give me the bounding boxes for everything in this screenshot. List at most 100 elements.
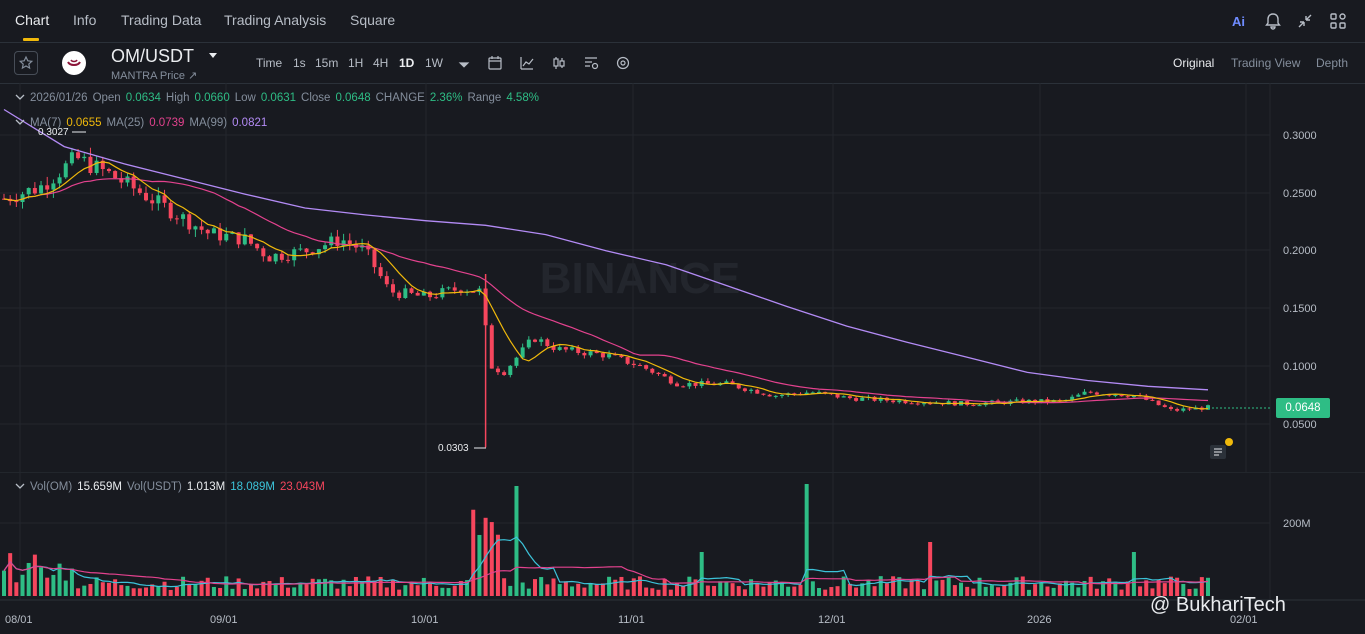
candle-body	[14, 201, 19, 203]
timeframe-15m[interactable]: 15m	[315, 56, 339, 70]
bell-icon[interactable]	[1264, 12, 1282, 30]
volume-bar	[125, 585, 130, 596]
candle-body	[705, 381, 710, 384]
collapse-chevron-icon[interactable]	[15, 118, 25, 126]
candle-body	[841, 396, 846, 398]
volume-bar	[224, 576, 229, 596]
collapse-icon[interactable]	[1296, 12, 1314, 30]
volume-bar	[261, 581, 266, 596]
volume-bar	[1002, 585, 1007, 596]
high-label: 0.3027	[38, 127, 69, 138]
candle-body	[668, 376, 673, 384]
timeframe-1s[interactable]: 1s	[293, 56, 306, 70]
candle-body	[749, 389, 754, 391]
favorite-button[interactable]	[14, 51, 38, 75]
ai-icon[interactable]: Ai	[1232, 14, 1245, 29]
candle-body	[607, 354, 612, 358]
price-tick: 0.3000	[1283, 130, 1317, 142]
candle-body	[224, 233, 229, 241]
collapse-chevron-icon[interactable]	[15, 482, 25, 490]
volume-bar	[810, 581, 815, 596]
collapse-chevron-icon[interactable]	[15, 93, 25, 101]
volume-bar	[2, 570, 6, 596]
timeframe-4h[interactable]: 4H	[373, 56, 389, 70]
indicators-icon[interactable]	[583, 55, 599, 71]
candle-body	[403, 288, 408, 299]
volume-bar	[662, 578, 667, 596]
volume-bar	[755, 583, 760, 596]
volume-bar	[613, 579, 618, 596]
settings-icon[interactable]	[615, 55, 631, 71]
candle-body	[681, 386, 686, 388]
volume-bar	[14, 582, 19, 596]
candle-body	[1156, 400, 1161, 406]
volume-bar	[897, 577, 902, 596]
price-chart[interactable]: BINANCE 0.3000 0.2500 0.2000 0.1500 0.10…	[0, 83, 1365, 472]
tab-trading-analysis[interactable]: Trading Analysis	[224, 12, 327, 28]
candle-body	[570, 347, 575, 350]
candle-body	[76, 152, 81, 159]
candle-body	[631, 363, 636, 366]
volume-bar	[88, 583, 93, 596]
tab-trading-data[interactable]: Trading Data	[121, 12, 202, 28]
volume-bar	[174, 586, 179, 596]
timeframe-1d[interactable]: 1D	[399, 56, 415, 70]
low-value: 0.0631	[260, 92, 297, 104]
candle-body	[32, 188, 37, 194]
timeframe-dropdown-icon[interactable]	[456, 57, 472, 73]
candle-body	[495, 368, 500, 373]
date-tick: 12/01	[818, 614, 846, 626]
volume-bar	[1045, 586, 1050, 596]
layout-grid-icon[interactable]	[1329, 12, 1347, 30]
volume-bar	[156, 586, 161, 596]
volume-bar	[742, 589, 747, 596]
volume-bar	[1094, 588, 1099, 596]
volume-bar	[1076, 587, 1081, 596]
candlestick-icon[interactable]	[551, 55, 567, 71]
high-value: 0.0660	[194, 92, 230, 104]
tab-info[interactable]: Info	[73, 12, 97, 28]
candle-body	[428, 291, 433, 298]
candle-body	[125, 176, 130, 183]
timeframe-1w[interactable]: 1W	[425, 56, 443, 70]
tab-square[interactable]: Square	[350, 12, 396, 28]
candle-body	[767, 394, 772, 397]
line-chart-icon[interactable]	[519, 55, 535, 71]
volume-chart[interactable]: 200M 08/01 09/01 10/01 11/01 12/01 2026 …	[0, 472, 1365, 634]
news-icon[interactable]	[1210, 445, 1226, 459]
volume-bar	[57, 563, 62, 596]
candle-body	[20, 194, 25, 203]
candle-body	[286, 259, 291, 261]
price-tick: 0.1000	[1283, 361, 1317, 373]
tab-chart[interactable]: Chart	[15, 12, 50, 28]
view-trading-view[interactable]: Trading View	[1231, 56, 1301, 70]
high-marker: 0.3027	[38, 127, 86, 138]
timeframe-time[interactable]: Time	[256, 56, 283, 70]
view-original[interactable]: Original	[1173, 56, 1215, 70]
candle-body	[656, 372, 661, 375]
volume-bar	[489, 522, 494, 596]
candle-body	[514, 357, 519, 366]
pair-name[interactable]: OM/USDT	[111, 46, 194, 66]
volume-bar	[1193, 588, 1198, 596]
candle-body	[310, 252, 315, 255]
candle-body	[378, 267, 383, 277]
chevron-down-icon[interactable]	[208, 52, 218, 60]
volume-info: Vol(OM) 15.659M Vol(USDT) 1.013M 18.089M 23.0…	[0, 481, 330, 497]
view-depth[interactable]: Depth	[1316, 56, 1349, 70]
calendar-icon[interactable]	[487, 55, 503, 71]
candle-body	[730, 381, 735, 385]
volume-bar	[921, 589, 926, 596]
volume-bar	[452, 585, 457, 596]
price-tick: 0.0500	[1283, 419, 1317, 431]
candle-body	[675, 383, 680, 387]
candle-body	[532, 339, 537, 342]
volume-bar	[1199, 577, 1204, 596]
volume-bar	[403, 585, 408, 596]
price-tick: 0.2500	[1283, 188, 1317, 200]
date-tick: 11/01	[618, 614, 645, 626]
timeframe-1h[interactable]: 1H	[348, 56, 364, 70]
volume-bar	[106, 582, 111, 596]
asset-subtitle[interactable]: MANTRA Price ↗	[111, 70, 198, 82]
candle-body	[199, 226, 204, 230]
